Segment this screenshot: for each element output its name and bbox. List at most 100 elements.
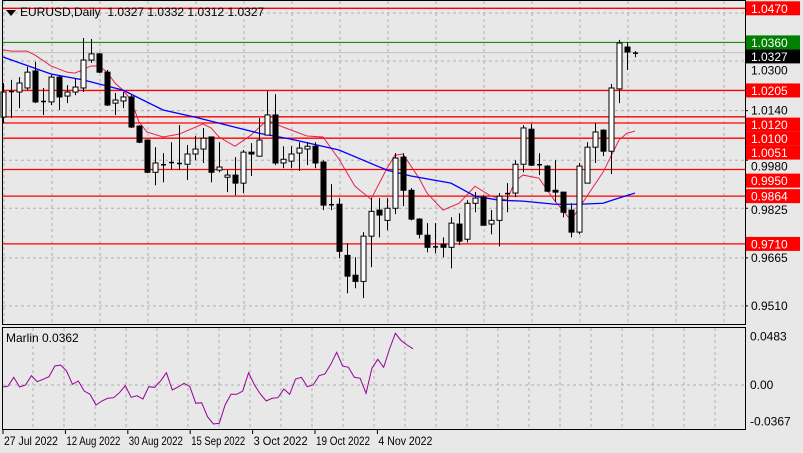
time-tick-label: 27 Jul 2022: [4, 434, 58, 448]
candle-bullish: [120, 96, 127, 102]
level-label-bg: [746, 35, 800, 50]
candle-bearish: [456, 223, 463, 242]
price-tick-label: 1.0140: [751, 104, 788, 118]
time-tick-label: 3 Oct 2022: [254, 434, 308, 448]
candle-bearish: [600, 129, 607, 152]
candle-bearish: [552, 189, 559, 193]
indicator-tick-label: 0.0483: [750, 330, 787, 344]
price-tick-label: 0.9665: [751, 251, 788, 265]
candle-bearish: [376, 209, 383, 216]
candle-bearish: [400, 156, 407, 191]
candle-bullish: [200, 137, 207, 150]
candle-bullish: [496, 195, 503, 221]
candle-bearish: [528, 128, 535, 166]
candle-bearish: [104, 71, 111, 106]
candle-bearish: [352, 274, 359, 282]
level-label-bg: [746, 131, 800, 146]
bid-label: 1.0327: [751, 50, 788, 64]
price-tick-label: 0.9980: [751, 160, 788, 174]
level-label-bg: [746, 83, 800, 98]
window-borders: [2, 0, 746, 430]
candle-bearish: [344, 254, 351, 277]
level-label-bg: [746, 173, 800, 188]
candle-bullish: [184, 153, 191, 165]
candle-bullish: [488, 219, 495, 225]
indicator-tick-label: 0.00: [750, 378, 774, 392]
candle-bearish: [128, 96, 135, 128]
candle-bearish: [136, 125, 143, 143]
candle-bullish: [216, 166, 223, 171]
candle-bullish: [224, 174, 231, 178]
candle-bearish: [416, 218, 423, 235]
candle-bullish: [592, 131, 599, 148]
candle-bullish: [48, 76, 55, 103]
candle-bullish: [296, 147, 303, 154]
candle-bearish: [248, 151, 255, 155]
time-tick-label: 30 Aug 2022: [129, 434, 183, 448]
candle-bullish: [240, 151, 247, 184]
candle-bullish: [256, 139, 263, 157]
indicator-label: Marlin 0.0362: [6, 331, 79, 345]
level-label: 1.0205: [751, 84, 788, 98]
level-label: 1.0120: [751, 118, 788, 132]
symbol-timeframe: EURUSD,Daily: [20, 5, 101, 19]
bid-label-bg: [746, 49, 800, 64]
candle-bearish: [144, 139, 151, 173]
level-label: 0.9710: [751, 237, 788, 251]
candle-bullish: [464, 202, 471, 240]
candle-bullish: [304, 145, 311, 150]
price-tick-label: 0.9510: [751, 299, 788, 313]
candle-bullish: [512, 163, 519, 194]
candle-bullish: [616, 42, 623, 90]
candle-bullish: [0, 91, 7, 118]
candle-bullish: [576, 165, 583, 233]
indicator-axis: -0.0367 0.00 0.0483: [750, 330, 791, 429]
candle-bullish: [280, 158, 287, 164]
candle-bearish: [336, 203, 343, 252]
candle-bearish: [624, 46, 631, 53]
level-label: 0.9950: [751, 174, 788, 188]
candle-bearish: [96, 53, 103, 73]
time-tick-label: 4 Nov 2022: [378, 434, 432, 448]
sub-window-border: [2, 327, 746, 430]
candle-bullish: [264, 114, 271, 136]
candle-bearish: [272, 114, 279, 164]
candle-bullish: [112, 99, 119, 104]
candle-bullish: [448, 222, 455, 248]
menu-triangle-icon[interactable]: [6, 10, 16, 16]
candle-bearish: [312, 145, 319, 164]
candle-bullish: [152, 162, 159, 173]
candle-bearish: [480, 196, 487, 226]
ohlc-readout: 1.0327 1.0332 1.0312 1.0327: [107, 5, 265, 19]
level-label: 0.9864: [751, 190, 788, 204]
level-label-bg: [746, 189, 800, 204]
level-label-bg: [746, 117, 800, 132]
level-label: 1.0051: [751, 146, 788, 160]
level-label: 1.0360: [751, 36, 788, 50]
level-label-bg: [746, 145, 800, 160]
time-axis: 27 Jul 2022 12 Aug 2022 30 Aug 2022 15 Sep …: [2, 430, 433, 448]
candle-bearish: [440, 243, 447, 248]
time-tick-label: 15 Sep 2022: [191, 434, 245, 448]
sub-grid: [3, 328, 745, 429]
slow-moving-average-line: [2, 56, 636, 205]
level-label-bg: [746, 1, 800, 16]
candle-bearish: [560, 191, 567, 213]
candle-bearish: [232, 174, 239, 184]
oscillator: [1, 332, 414, 425]
candle-bullish: [72, 86, 79, 93]
candle-bullish: [88, 53, 95, 61]
candle-bullish: [368, 210, 375, 237]
candle-bullish: [608, 87, 615, 152]
time-tick-label: 19 Oct 2022: [316, 434, 370, 448]
candle-bearish: [32, 70, 39, 103]
candle-bearish: [408, 189, 415, 220]
level-label-bg: [746, 236, 800, 251]
candle-bullish: [80, 59, 87, 89]
level-label: 1.0470: [751, 2, 788, 16]
candle-bullish: [64, 91, 71, 97]
candle-bearish: [568, 209, 575, 233]
